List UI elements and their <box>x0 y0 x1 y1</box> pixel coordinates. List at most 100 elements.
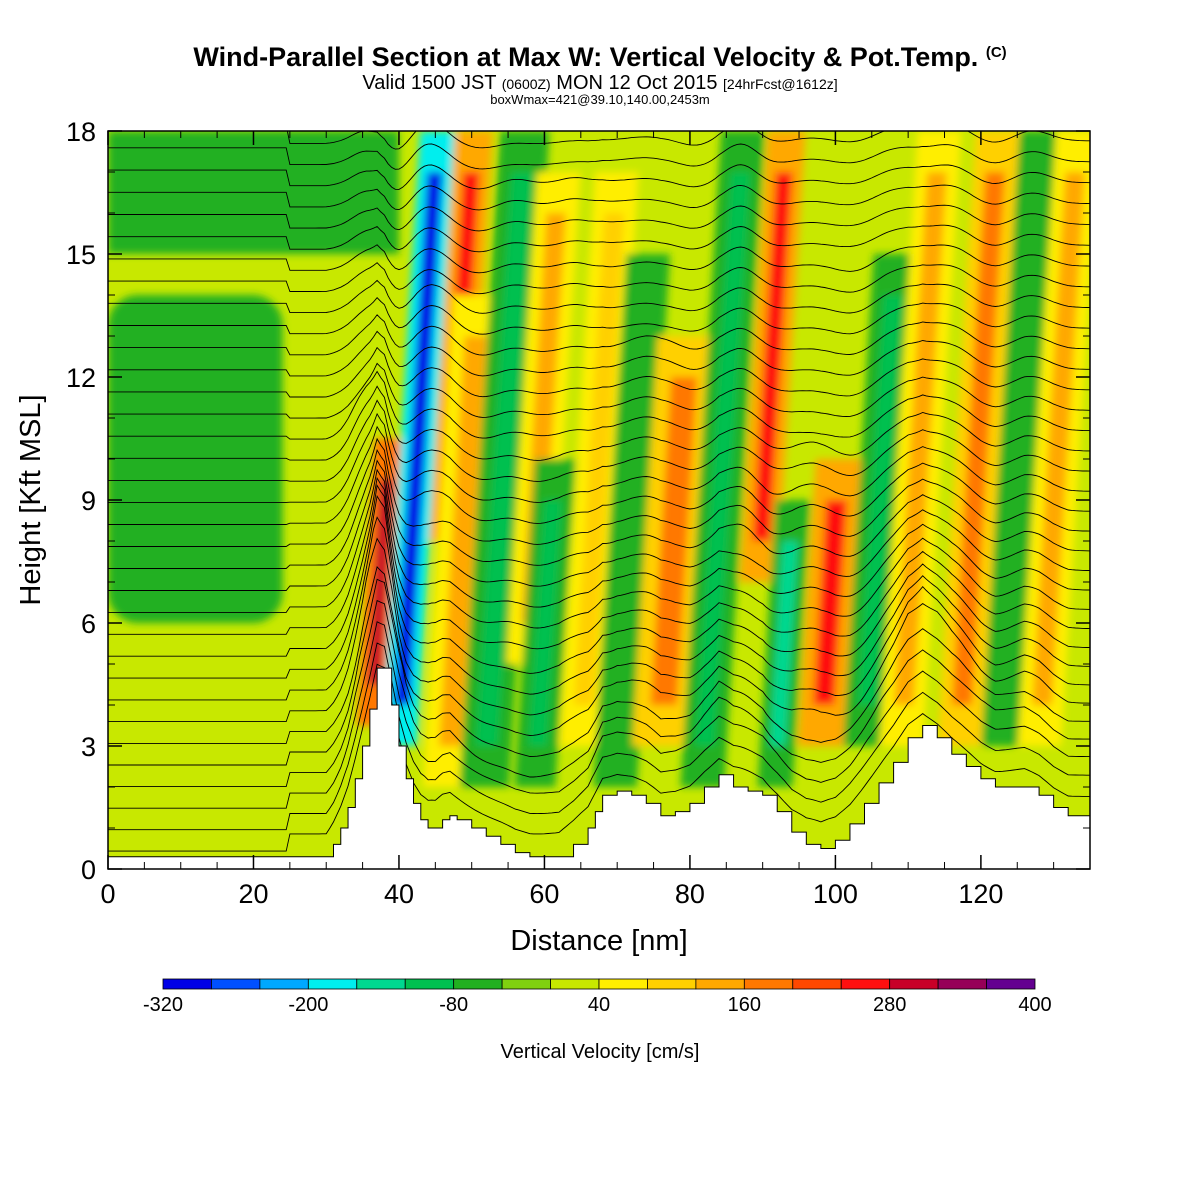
colorbar-swatch <box>792 978 842 990</box>
colorbar-swatch <box>356 978 406 990</box>
forecast-info: [24hrFcst@1612z] <box>723 76 838 92</box>
velocity-band-core <box>367 479 394 685</box>
y-axis-label: Height [Kft MSL] <box>15 394 47 605</box>
isentrope-line <box>108 204 1090 232</box>
colorbar-swatch <box>889 978 939 990</box>
colorbar-swatch <box>211 978 261 990</box>
x-axis-label: Distance [nm] <box>510 925 687 957</box>
isentrope-line <box>108 425 1090 525</box>
colorbar-tick-label: 280 <box>873 994 906 1016</box>
isentrope-line <box>108 399 1090 482</box>
colorbar-swatch <box>404 978 455 990</box>
velocity-band-core <box>1032 172 1085 705</box>
colorbar-swatch <box>501 978 551 990</box>
y-tick-label: 15 <box>66 240 96 270</box>
isentrope-line <box>108 663 1090 852</box>
colorbar-label: Vertical Velocity [cm/s] <box>501 1041 700 1063</box>
x-tick-label: 0 <box>100 879 115 909</box>
isentrope-line <box>108 642 1090 831</box>
isentrope-line <box>108 224 1090 253</box>
colorbar-tick-label: -200 <box>288 994 328 1016</box>
isentrope-line <box>108 164 1090 190</box>
isentrope-line <box>108 143 1090 170</box>
x-tick-label: 120 <box>958 879 1003 909</box>
y-tick-label: 3 <box>81 732 96 762</box>
velocity-band-core <box>813 500 847 705</box>
chart-title-text: Wind-Parallel Section at Max W: Vertical… <box>193 42 979 72</box>
copyright-mark: (C) <box>985 44 1007 61</box>
isentrope-line <box>108 262 1090 295</box>
velocity-band-core <box>857 295 903 705</box>
velocity-band-core <box>695 172 751 746</box>
colorbar-swatch <box>695 978 745 990</box>
colorbar-swatch <box>986 978 1036 990</box>
colorbar-swatch <box>307 978 358 990</box>
y-tick-label: 0 <box>81 855 96 885</box>
velocity-band-core <box>650 377 698 705</box>
valid-zulu: (0600Z) <box>501 76 551 92</box>
box-wmax-info: boxWmax=421@39.10,140.00,2453m <box>490 92 710 107</box>
colorbar-swatch <box>937 978 987 990</box>
velocity-band-core <box>573 213 625 705</box>
x-tick-label: 60 <box>529 879 559 909</box>
velocity-field <box>108 131 1090 869</box>
y-tick-label: 9 <box>81 486 96 516</box>
isentrope-line <box>108 516 1090 701</box>
colorbar-swatch <box>598 978 648 990</box>
isentrope-line <box>108 537 1090 723</box>
colorbar-tick-label: 400 <box>1018 994 1051 1016</box>
y-tick-label: 6 <box>81 609 96 639</box>
valid-date: MON 12 Oct 2015 <box>556 72 718 94</box>
x-tick-label: 80 <box>675 879 705 909</box>
y-tick-label: 12 <box>66 363 96 393</box>
isentrope-line <box>108 468 1090 613</box>
isentrope-line <box>108 449 1090 569</box>
isentrope-line <box>108 565 1090 744</box>
x-tick-label: 100 <box>813 879 858 909</box>
x-tick-label: 40 <box>384 879 414 909</box>
isentrope-line <box>108 494 1090 679</box>
chart-title: Wind-Parallel Section at Max W: Vertical… <box>0 42 1200 73</box>
colorbar-swatch <box>550 978 600 990</box>
isentrope-line <box>108 244 1090 274</box>
velocity-band-core <box>439 336 487 746</box>
isentrope-line <box>108 412 1090 503</box>
downdraft-region <box>108 295 283 623</box>
isentrope-line <box>108 346 1090 398</box>
colorbar: -320 -200 -80 40 160 280 400 <box>143 978 1052 1016</box>
y-axis: 0 3 6 9 12 15 18 <box>66 117 1090 885</box>
isentrope-line <box>108 599 1090 788</box>
isentrope-line <box>108 370 1090 440</box>
terrain <box>107 667 1091 870</box>
colorbar-tick-label: -320 <box>143 994 183 1016</box>
isentrope-line <box>108 279 1090 314</box>
velocity-band-core <box>752 172 793 541</box>
y-tick-label: 18 <box>66 117 96 147</box>
colorbar-swatch <box>259 978 309 990</box>
isentrope-line <box>108 297 1090 335</box>
isentrope-line <box>108 314 1090 356</box>
isentrope-line <box>108 330 1090 377</box>
colorbar-swatch <box>453 978 503 990</box>
x-tick-label: 20 <box>238 879 268 909</box>
isentrope-line <box>108 459 1090 591</box>
isentrope-line <box>108 437 1090 547</box>
colorbar-swatch <box>647 978 697 990</box>
colorbar-swatch <box>840 978 891 990</box>
isentrope-line <box>108 385 1090 461</box>
velocity-band-core <box>893 172 947 705</box>
isentrope-line <box>108 362 1090 419</box>
colorbar-tick-label: 160 <box>728 994 761 1016</box>
colorbar-tick-label: -80 <box>439 994 468 1016</box>
potential-temperature-contours <box>108 131 1090 852</box>
chart-subtitle: Valid 1500 JST (0600Z) MON 12 Oct 2015 [… <box>0 72 1200 95</box>
colorbar-swatch <box>743 978 794 990</box>
isentrope-line <box>108 484 1090 657</box>
velocity-band-core <box>995 172 1049 705</box>
colorbar-tick-label: 40 <box>588 994 610 1016</box>
isentrope-line <box>108 476 1090 635</box>
velocity-band-core <box>607 295 656 746</box>
velocity-band-core <box>528 500 562 746</box>
isentrope-line <box>108 578 1090 766</box>
